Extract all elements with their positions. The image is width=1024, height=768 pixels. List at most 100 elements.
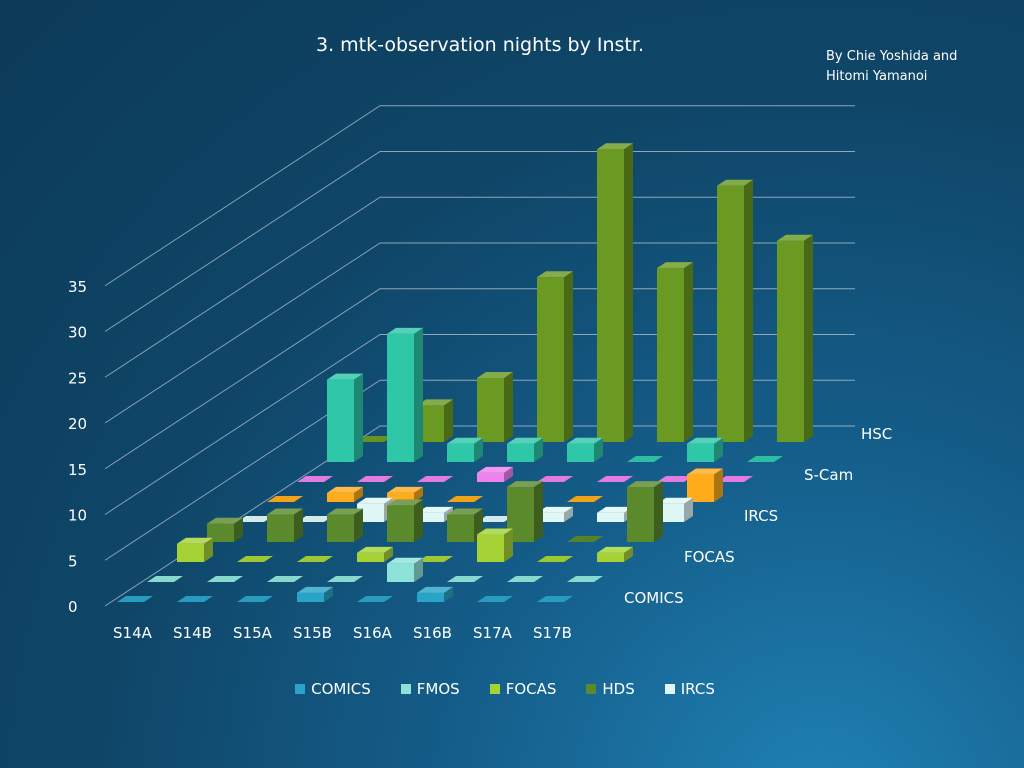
chart-title: 3. mtk-observation nights by Instr.: [315, 34, 644, 56]
legend-entry: IRCS: [664, 680, 715, 698]
legend-label: IRCS: [680, 680, 715, 698]
bar-series-8-s16b: [627, 456, 663, 462]
bar-hsc-s17a: [717, 179, 753, 443]
bar-series-7-s14b: [357, 476, 393, 482]
bar-series-7-s14a: [297, 476, 333, 482]
bar-hds-s15b: [387, 499, 423, 542]
bar-series-8-s14a: [327, 373, 363, 462]
bar-hsc-s16b: [657, 262, 693, 442]
legend-swatch: [400, 684, 411, 694]
legend-label: FOCAS: [505, 680, 557, 698]
x-tick-label: S14A: [113, 624, 153, 642]
y-tick-label: 15: [68, 461, 87, 479]
bar-s-cam-s14a: [267, 496, 303, 502]
bar-fmos-s14a: [147, 576, 183, 582]
bar-hds-s14a: [207, 517, 243, 542]
depth-axis-label: HSC: [861, 425, 892, 443]
x-tick-label: S14B: [173, 624, 212, 642]
bar-hsc-s16a: [597, 143, 633, 442]
bar-s-cam-s15a: [387, 486, 423, 502]
bar-hsc-s14a: [357, 436, 393, 442]
y-tick-label: 5: [68, 552, 78, 570]
bar-comics-s16b: [417, 586, 453, 602]
legend-entry: HDS: [586, 680, 635, 698]
legend-entry: FOCAS: [489, 680, 557, 698]
legend-swatch: [664, 684, 675, 694]
bar-comics-s15b: [297, 586, 333, 602]
bar-series-8-s15b: [507, 437, 543, 462]
bar-focas-s15a: [297, 556, 333, 562]
bar-ircs-s14b: [297, 516, 333, 522]
x-tick-label: S17A: [473, 624, 513, 642]
gridline: [104, 334, 855, 515]
chart-credit-line-1: By Chie Yoshida and: [826, 49, 958, 64]
bar-series-7-s17a: [657, 476, 693, 482]
bar-comics-s16a: [357, 596, 393, 602]
bar-fmos-s15a: [267, 576, 303, 582]
bar-focas-s17a: [537, 556, 573, 562]
bar-comics-s14a: [117, 596, 153, 602]
legend-swatch: [586, 684, 597, 694]
bar-series-7-s17b: [717, 476, 753, 482]
x-tick-label: S15B: [293, 624, 332, 642]
bar-comics-s17a: [477, 596, 513, 602]
bar-ircs-s14a: [237, 516, 273, 522]
bar-hds-s15a: [327, 508, 363, 542]
bar-fmos-s17b: [567, 576, 603, 582]
bar-s-cam-s16b: [567, 496, 603, 502]
bar-focas-s16a: [417, 556, 453, 562]
bar-series-7-s16b: [597, 476, 633, 482]
y-tick-label: 0: [68, 598, 78, 616]
bar-series-8-s17a: [687, 437, 723, 462]
gridline: [104, 151, 855, 332]
depth-axis-label: IRCS: [744, 507, 778, 525]
bar-ircs-s16a: [477, 516, 513, 522]
legend-label: COMICS: [311, 680, 371, 698]
bar-comics-s14b: [177, 596, 213, 602]
bar-fmos-s14b: [207, 576, 243, 582]
bar-focas-s17b: [597, 546, 633, 562]
bars: [117, 143, 813, 602]
legend-swatch: [489, 684, 500, 694]
bar-focas-s16b: [477, 528, 513, 562]
legend-label: FMOS: [416, 680, 460, 698]
bar-comics-s17b: [537, 596, 573, 602]
bar-hds-s17b: [627, 481, 663, 542]
bar-series-7-s15b: [477, 466, 513, 482]
legend-entry: FMOS: [400, 680, 460, 698]
bar-focas-s15b: [357, 546, 393, 562]
x-tick-label: S16A: [353, 624, 393, 642]
bar-series-8-s17b: [747, 456, 783, 462]
gridline: [104, 242, 855, 424]
y-tick-label: 30: [68, 324, 87, 342]
bar-fmos-s17a: [507, 576, 543, 582]
legend-swatch: [295, 684, 306, 694]
bar-hsc-s15b: [537, 271, 573, 442]
bar-hds-s14b: [267, 508, 303, 542]
y-tick-label: 10: [68, 507, 87, 525]
chart-credit: By Chie Yoshida and Hitomi Yamanoi: [826, 47, 1006, 87]
y-tick-label: 35: [68, 278, 87, 296]
bar-hds-s17a: [567, 536, 603, 542]
legend-label: HDS: [602, 680, 635, 698]
bar-focas-s14a: [177, 537, 213, 562]
bar-hsc-s15a: [477, 371, 513, 442]
gridline: [104, 196, 855, 378]
x-tick-label: S16B: [413, 624, 452, 642]
bar-hsc-s17b: [777, 234, 813, 442]
bar-s-cam-s15b: [447, 496, 483, 502]
bar-s-cam-s14b: [327, 486, 363, 502]
bar-series-8-s15a: [447, 437, 483, 462]
bar-ircs-s16b: [537, 506, 573, 522]
y-axis-ticks: 0 5 10 15 20 25 30 35: [68, 278, 87, 616]
bar-fmos-s16a: [387, 557, 423, 582]
legend-entry: COMICS: [295, 680, 371, 698]
gridline: [104, 288, 855, 470]
bar-series-7-s16a: [537, 476, 573, 482]
bar-ircs-s17b: [657, 497, 693, 522]
bar-fmos-s15b: [327, 576, 363, 582]
legend: COMICS FMOS FOCAS HDS IRCS: [0, 680, 1010, 698]
y-tick-label: 20: [68, 415, 87, 433]
y-tick-label: 25: [68, 369, 87, 387]
